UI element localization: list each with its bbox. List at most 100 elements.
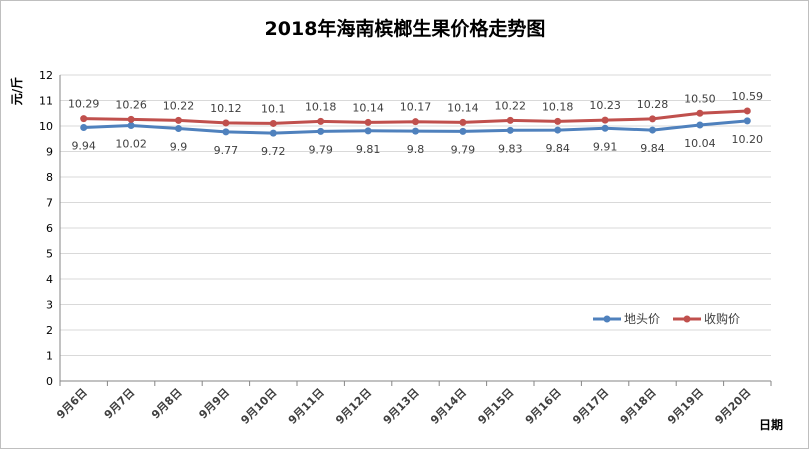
data-label: 10.14 bbox=[447, 101, 479, 114]
y-tick-label: 2 bbox=[46, 324, 53, 337]
x-tick-label: 9月11日 bbox=[286, 386, 327, 427]
y-tick-label: 11 bbox=[39, 95, 53, 108]
data-label: 10.28 bbox=[637, 98, 669, 111]
data-point bbox=[175, 125, 182, 133]
data-point bbox=[269, 129, 277, 137]
y-tick-label: 5 bbox=[46, 248, 53, 261]
x-tick-label: 9月16日 bbox=[523, 386, 564, 427]
data-label: 10.20 bbox=[732, 133, 764, 146]
data-label: 9.8 bbox=[407, 143, 425, 156]
data-label: 10.29 bbox=[68, 98, 100, 111]
data-label: 10.17 bbox=[400, 101, 432, 114]
data-point bbox=[317, 117, 325, 125]
x-tick-label: 9月12日 bbox=[333, 386, 374, 427]
y-tick-label: 7 bbox=[46, 197, 53, 210]
legend-label: 收购价 bbox=[704, 311, 740, 326]
data-point bbox=[364, 127, 372, 135]
legend-swatch-marker bbox=[683, 315, 691, 323]
data-label: 9.81 bbox=[356, 143, 381, 156]
x-axis-label: 日期 bbox=[759, 417, 783, 432]
data-label: 10.50 bbox=[684, 92, 716, 105]
data-label: 10.18 bbox=[305, 100, 337, 113]
legend-swatch-marker bbox=[603, 315, 611, 323]
legend: 地头价 收购价 bbox=[593, 311, 740, 326]
data-point bbox=[317, 127, 325, 135]
x-tick-label: 9月19日 bbox=[665, 386, 706, 427]
data-point bbox=[127, 121, 135, 129]
data-point bbox=[601, 116, 609, 124]
data-point bbox=[696, 109, 704, 117]
y-tick-label: 4 bbox=[46, 273, 53, 286]
data-point bbox=[412, 127, 419, 135]
data-point bbox=[506, 126, 514, 134]
y-tick-label: 3 bbox=[46, 299, 53, 312]
x-tick-label: 9月10日 bbox=[238, 386, 279, 427]
legend-item-1: 地头价 bbox=[593, 312, 660, 326]
y-axis-label: 元/斤 bbox=[9, 77, 24, 105]
x-tick-label: 9月6日 bbox=[54, 386, 90, 422]
data-label: 10.1 bbox=[261, 102, 286, 115]
data-point bbox=[459, 127, 467, 135]
y-tick-label: 6 bbox=[46, 222, 53, 235]
y-tick-label: 9 bbox=[46, 146, 53, 159]
data-label: 10.23 bbox=[589, 99, 621, 112]
data-point bbox=[222, 119, 230, 127]
chart-title: 2018年海南槟榔生果价格走势图 bbox=[265, 17, 546, 40]
x-tick-label: 9月15日 bbox=[475, 386, 516, 427]
x-tick-label: 9月20日 bbox=[712, 386, 753, 427]
series-1: 9.94 10.02 9.9 9.77 9.72 9.79 9.81 9.8 9.79 9.83 9… bbox=[71, 117, 763, 158]
x-tick-label: 9月8日 bbox=[149, 386, 185, 422]
y-tick-label: 12 bbox=[39, 69, 53, 82]
data-label: 10.59 bbox=[732, 90, 764, 103]
data-label: 9.72 bbox=[261, 145, 286, 158]
data-point bbox=[269, 119, 277, 127]
data-label: 9.91 bbox=[593, 140, 618, 153]
x-tick-label: 9月18日 bbox=[618, 386, 659, 427]
data-point bbox=[554, 126, 562, 134]
data-label: 9.94 bbox=[71, 140, 96, 153]
data-point bbox=[696, 121, 704, 129]
series-2: 10.29 10.26 10.22 10.12 10.1 10.18 10.14 10.17 1… bbox=[68, 90, 763, 127]
data-label: 10.26 bbox=[115, 98, 147, 111]
data-label: 10.14 bbox=[352, 101, 384, 114]
gridlines bbox=[60, 74, 771, 356]
legend-label: 地头价 bbox=[624, 312, 660, 326]
data-point bbox=[649, 126, 656, 134]
data-point bbox=[743, 117, 751, 125]
data-point bbox=[649, 115, 656, 123]
data-point bbox=[506, 116, 514, 124]
data-label: 9.84 bbox=[640, 142, 665, 155]
data-label: 9.9 bbox=[170, 141, 188, 154]
data-point bbox=[601, 124, 609, 132]
data-point bbox=[554, 117, 562, 125]
data-label: 10.12 bbox=[210, 102, 242, 115]
series-group: 9.94 10.02 9.9 9.77 9.72 9.79 9.81 9.8 9.79 9.83 9… bbox=[68, 90, 763, 158]
data-label: 10.18 bbox=[542, 100, 574, 113]
y-tick-label: 0 bbox=[46, 375, 53, 388]
data-point bbox=[412, 118, 419, 126]
y-tick-label: 10 bbox=[39, 120, 53, 133]
legend-item-2: 收购价 bbox=[673, 311, 740, 326]
data-label: 9.77 bbox=[214, 144, 239, 157]
data-label: 10.02 bbox=[115, 137, 147, 150]
data-label: 10.04 bbox=[684, 137, 716, 150]
data-label: 10.22 bbox=[163, 99, 195, 112]
y-tick-label: 8 bbox=[46, 171, 53, 184]
data-label: 10.22 bbox=[495, 99, 527, 112]
x-tick-label: 9月17日 bbox=[570, 386, 611, 427]
y-tick-label: 1 bbox=[46, 350, 53, 363]
data-point bbox=[459, 118, 467, 126]
x-tick-label: 9月9日 bbox=[196, 386, 232, 422]
data-point bbox=[80, 124, 88, 132]
data-point bbox=[222, 128, 230, 136]
data-point bbox=[743, 107, 751, 115]
data-point bbox=[364, 118, 372, 126]
data-point bbox=[127, 115, 135, 123]
data-label: 9.79 bbox=[308, 143, 333, 156]
x-tick-label: 9月7日 bbox=[102, 386, 138, 422]
data-label: 9.84 bbox=[545, 142, 570, 155]
data-label: 9.83 bbox=[498, 142, 523, 155]
x-tick-label: 9月14日 bbox=[428, 386, 469, 427]
